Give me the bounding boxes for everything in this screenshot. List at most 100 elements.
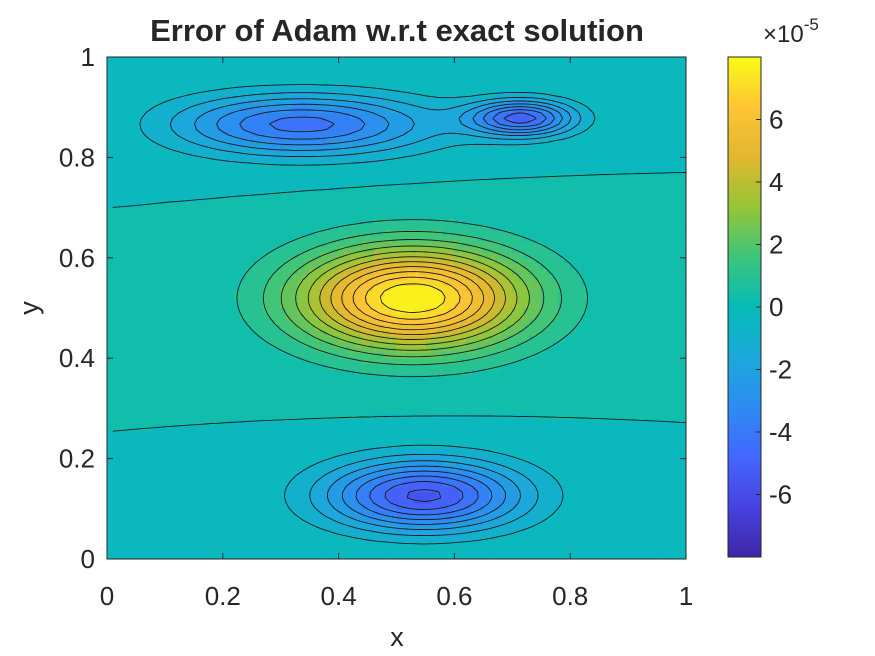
contour-cell bbox=[552, 452, 559, 459]
contour-cell bbox=[129, 491, 137, 498]
contour-cell bbox=[581, 502, 588, 510]
contour-cell bbox=[268, 536, 276, 543]
contour-cell bbox=[228, 430, 235, 437]
contour-cell bbox=[216, 475, 224, 482]
contour-cell bbox=[645, 419, 652, 426]
contour-cell bbox=[448, 363, 455, 370]
contour-cell bbox=[141, 525, 148, 532]
contour-cell bbox=[650, 302, 658, 309]
contour-cell bbox=[210, 486, 218, 493]
contour-cell bbox=[610, 330, 617, 337]
contour-cell bbox=[413, 452, 420, 459]
contour-cell bbox=[471, 385, 478, 392]
contour-cell bbox=[662, 497, 669, 504]
contour-cell bbox=[326, 486, 334, 493]
contour-cell bbox=[622, 519, 629, 526]
contour-cell bbox=[280, 514, 287, 521]
contour-cell bbox=[373, 408, 380, 415]
contour-cell bbox=[401, 285, 409, 292]
contour-cell bbox=[263, 458, 270, 465]
contour-cell bbox=[471, 324, 478, 331]
contour-cell bbox=[396, 296, 403, 303]
contour-cell bbox=[338, 447, 345, 454]
contour-cell bbox=[135, 553, 143, 559]
contour-cell bbox=[488, 396, 496, 404]
contour-cell bbox=[593, 502, 600, 510]
contour-cell bbox=[627, 480, 635, 487]
contour-cell bbox=[448, 307, 455, 314]
contour-cell bbox=[604, 396, 612, 404]
contour-cell bbox=[309, 352, 316, 359]
contour-cell bbox=[442, 374, 449, 381]
contour-cell bbox=[627, 536, 635, 543]
contour-cell bbox=[569, 290, 577, 298]
contour-cell bbox=[129, 525, 137, 532]
contour-cell bbox=[234, 330, 241, 337]
contour-cell bbox=[124, 363, 131, 370]
contour-cell bbox=[291, 547, 299, 554]
contour-cell bbox=[170, 396, 177, 404]
contour-cell bbox=[459, 408, 467, 415]
contour-cell bbox=[517, 424, 525, 432]
contour-cell bbox=[465, 408, 473, 415]
contour-cell bbox=[622, 553, 629, 559]
contour-cell bbox=[129, 402, 137, 409]
contour-cell bbox=[465, 402, 473, 409]
contour-cell bbox=[407, 307, 415, 314]
contour-cell bbox=[378, 541, 386, 549]
contour-cell bbox=[627, 430, 635, 437]
contour-cell bbox=[332, 469, 339, 476]
contour-cell bbox=[205, 519, 212, 526]
contour-cell bbox=[344, 290, 351, 298]
contour-cell bbox=[216, 480, 224, 487]
contour-cell bbox=[147, 514, 154, 521]
contour-cell bbox=[500, 385, 507, 392]
contour-cell bbox=[494, 475, 502, 482]
contour-cell bbox=[679, 463, 686, 471]
contour-cell bbox=[164, 424, 171, 432]
contour-cell bbox=[645, 335, 652, 342]
contour-cell bbox=[633, 430, 640, 437]
contour-cell bbox=[234, 302, 241, 309]
contour-cell bbox=[442, 497, 449, 504]
contour-cell bbox=[483, 285, 490, 292]
contour-cell bbox=[205, 447, 212, 454]
contour-cell bbox=[361, 408, 368, 415]
contour-cell bbox=[135, 458, 143, 465]
contour-cell bbox=[107, 346, 114, 353]
contour-cell bbox=[650, 553, 658, 559]
contour-cell bbox=[286, 346, 293, 353]
contour-cell bbox=[575, 469, 583, 476]
contour-cell bbox=[488, 458, 496, 465]
contour-cell bbox=[141, 514, 148, 521]
contour-cell bbox=[193, 318, 200, 326]
contour-cell bbox=[153, 285, 160, 292]
contour-cell bbox=[581, 374, 588, 381]
contour-cell bbox=[286, 324, 293, 331]
contour-cell bbox=[419, 324, 426, 331]
contour-cell bbox=[274, 335, 281, 342]
contour-cell bbox=[257, 424, 264, 432]
contour-cell bbox=[228, 369, 235, 376]
contour-cell bbox=[674, 385, 681, 392]
contour-cell bbox=[390, 547, 397, 554]
contour-cell bbox=[650, 346, 658, 353]
contour-cell bbox=[587, 318, 594, 326]
contour-cell bbox=[320, 463, 328, 471]
contour-cell bbox=[546, 508, 554, 515]
contour-cell bbox=[523, 380, 530, 387]
contour-cell bbox=[141, 290, 148, 298]
contour-cell bbox=[564, 536, 571, 543]
contour-cell bbox=[517, 408, 525, 415]
contour-cell bbox=[378, 341, 386, 348]
contour-cell bbox=[124, 335, 131, 342]
contour-cell bbox=[506, 352, 513, 359]
contour-cell bbox=[291, 369, 299, 376]
contour-cell bbox=[494, 391, 502, 398]
contour-cell bbox=[396, 313, 403, 320]
contour-cell bbox=[158, 402, 166, 409]
contour-cell bbox=[193, 553, 200, 559]
contour-cell bbox=[656, 391, 664, 398]
contour-cell bbox=[540, 430, 548, 437]
contour-cell bbox=[488, 341, 496, 348]
